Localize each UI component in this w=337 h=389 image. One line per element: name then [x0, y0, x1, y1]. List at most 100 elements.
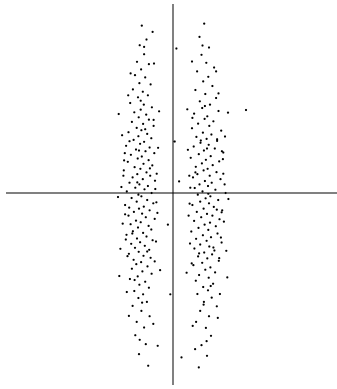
data-point	[133, 289, 136, 293]
data-point	[133, 278, 136, 282]
data-point	[125, 190, 128, 193]
data-points	[116, 22, 248, 369]
data-point	[131, 88, 134, 91]
data-point	[143, 188, 146, 191]
data-point	[215, 70, 218, 73]
data-point	[152, 322, 155, 325]
data-point	[204, 158, 207, 161]
data-point	[151, 30, 154, 33]
axes	[6, 4, 337, 385]
data-point	[132, 138, 135, 141]
data-point	[169, 293, 172, 296]
data-point	[129, 72, 132, 75]
data-point	[201, 261, 204, 264]
data-point	[150, 137, 153, 140]
data-point	[207, 192, 210, 195]
data-point	[134, 186, 137, 189]
data-point	[140, 24, 143, 27]
data-point	[152, 202, 155, 205]
data-point	[147, 224, 150, 227]
data-point	[136, 181, 139, 184]
data-point	[215, 96, 218, 100]
data-point	[135, 263, 138, 266]
data-point	[123, 152, 126, 155]
data-point	[126, 160, 129, 163]
data-point	[149, 83, 152, 86]
data-point	[129, 223, 132, 226]
data-point	[151, 239, 154, 242]
data-point	[136, 157, 139, 160]
data-point	[130, 267, 133, 270]
data-point	[120, 185, 123, 189]
data-point	[130, 242, 133, 245]
data-point	[200, 53, 203, 56]
data-point	[152, 62, 156, 65]
data-point	[208, 124, 211, 127]
data-point	[207, 75, 210, 78]
data-point	[155, 201, 158, 204]
data-point	[197, 122, 200, 125]
data-point	[180, 356, 183, 359]
data-point	[149, 174, 152, 177]
data-point	[128, 206, 131, 209]
data-point	[146, 94, 149, 97]
data-point	[125, 144, 128, 147]
data-point	[209, 155, 212, 158]
data-point	[122, 169, 125, 172]
data-point	[222, 172, 225, 175]
data-point	[185, 271, 188, 274]
data-point	[208, 103, 212, 106]
data-point	[178, 180, 181, 183]
data-point	[133, 74, 137, 77]
data-point	[121, 134, 124, 137]
data-point	[223, 183, 226, 186]
data-point	[199, 243, 202, 246]
data-point	[218, 218, 221, 221]
data-point	[207, 143, 210, 146]
data-point	[137, 353, 141, 356]
data-point	[214, 188, 217, 191]
data-point	[142, 293, 145, 296]
data-point	[195, 135, 198, 138]
data-point	[207, 315, 211, 318]
data-point	[197, 255, 200, 258]
data-point	[191, 116, 194, 119]
data-point	[119, 247, 122, 250]
data-point	[197, 153, 200, 156]
data-point	[153, 179, 157, 182]
data-point	[139, 108, 142, 111]
data-point	[197, 366, 200, 369]
data-point	[218, 257, 221, 260]
data-point	[221, 209, 224, 212]
data-point	[220, 129, 223, 132]
data-point	[128, 140, 131, 143]
data-point	[145, 113, 148, 116]
data-point	[154, 240, 158, 243]
data-point	[117, 112, 120, 116]
data-point	[153, 260, 156, 263]
data-point	[213, 249, 216, 252]
data-point	[205, 212, 209, 215]
data-point	[135, 126, 138, 129]
data-point	[138, 283, 141, 286]
data-point	[194, 88, 197, 92]
data-point	[193, 112, 196, 115]
data-point	[146, 132, 149, 135]
data-point	[210, 181, 213, 184]
data-point	[142, 231, 145, 234]
data-point	[144, 343, 147, 346]
data-point	[188, 242, 192, 245]
data-point	[200, 162, 203, 165]
data-point	[202, 300, 205, 303]
data-point	[140, 195, 143, 198]
data-point	[124, 238, 127, 241]
data-point	[127, 131, 130, 134]
data-point	[153, 152, 156, 155]
data-point	[133, 246, 137, 249]
data-point	[126, 255, 129, 258]
data-point	[155, 172, 158, 175]
data-point	[137, 193, 140, 196]
data-point	[123, 159, 126, 162]
data-point	[118, 274, 121, 278]
data-point	[207, 46, 211, 49]
